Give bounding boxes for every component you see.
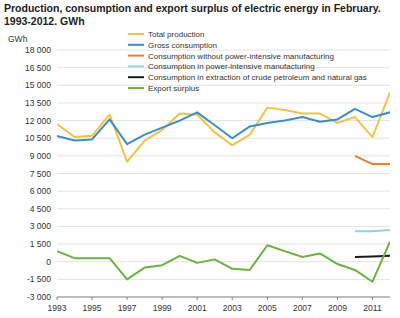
legend-label: Consumption in power-intensive manufactu… bbox=[148, 62, 315, 71]
x-tick bbox=[232, 297, 233, 300]
y-tick-label: 13 500 bbox=[25, 98, 51, 108]
grid-line bbox=[57, 208, 390, 209]
legend-label: Gross consumption bbox=[148, 41, 217, 50]
grid-line bbox=[57, 155, 390, 156]
grid-line bbox=[57, 173, 390, 174]
x-tick-label: 2009 bbox=[328, 303, 347, 313]
grid-line bbox=[57, 279, 390, 280]
x-tick bbox=[267, 297, 268, 300]
x-tick-label: 2001 bbox=[188, 303, 207, 313]
x-tick bbox=[302, 297, 303, 300]
y-axis-label: GWh bbox=[8, 34, 28, 44]
x-tick-label: 2005 bbox=[258, 303, 277, 313]
grid-line bbox=[57, 102, 390, 103]
series-line bbox=[57, 242, 390, 282]
grid-line bbox=[57, 226, 390, 227]
legend-swatch bbox=[128, 65, 144, 67]
legend-swatch bbox=[128, 87, 144, 89]
x-tick-label: 2007 bbox=[293, 303, 312, 313]
plot-area bbox=[57, 92, 390, 281]
title-line: Production, consumption and export surpl… bbox=[4, 2, 381, 14]
x-tick-label: 1993 bbox=[48, 303, 67, 313]
x-tick-label: 1997 bbox=[118, 303, 137, 313]
series-line bbox=[355, 230, 390, 231]
legend-swatch bbox=[128, 44, 144, 46]
x-tick bbox=[197, 297, 198, 300]
y-tick-label: 9 000 bbox=[30, 151, 52, 161]
y-tick-label: 0 bbox=[46, 257, 51, 267]
y-tick-label: 16 500 bbox=[25, 63, 51, 73]
x-tick-label: 1995 bbox=[83, 303, 102, 313]
legend-swatch bbox=[128, 76, 144, 78]
series-line bbox=[355, 156, 390, 164]
y-tick-label: -3 000 bbox=[27, 292, 51, 302]
grid-line bbox=[57, 50, 390, 51]
grid-line bbox=[57, 261, 390, 262]
title: Production, consumption and export surpl… bbox=[4, 2, 381, 27]
title-line: 1993-2012. GWh bbox=[4, 15, 85, 27]
y-tick-label: 6 000 bbox=[30, 186, 52, 196]
series-line bbox=[57, 92, 390, 161]
grid-line bbox=[57, 244, 390, 245]
legend-label: Consumption without power-intensive manu… bbox=[148, 52, 334, 61]
grid-line bbox=[57, 85, 390, 86]
legend-swatch bbox=[128, 55, 144, 57]
y-tick-label: -1 500 bbox=[27, 274, 51, 284]
chart: Production, consumption and export surpl… bbox=[0, 0, 400, 318]
y-tick-label: 3 000 bbox=[30, 221, 52, 231]
x-tick bbox=[57, 297, 58, 300]
x-tick-label: 2011 bbox=[363, 303, 382, 313]
x-tick-label: 1999 bbox=[153, 303, 172, 313]
grid-line bbox=[57, 297, 390, 298]
x-tick-label: 2003 bbox=[223, 303, 242, 313]
y-tick-label: 12 000 bbox=[25, 116, 51, 126]
series-line bbox=[57, 109, 390, 144]
x-tick bbox=[337, 297, 338, 300]
grid-line bbox=[57, 191, 390, 192]
legend-label: Total production bbox=[148, 30, 204, 39]
legend: Total production Gross consumption Consump… bbox=[128, 30, 367, 93]
legend-label: Export surplus bbox=[148, 84, 199, 93]
x-tick bbox=[372, 297, 373, 300]
y-tick-label: 15 000 bbox=[25, 80, 51, 90]
y-tick-label: 1 500 bbox=[30, 239, 52, 249]
x-axis-line bbox=[57, 297, 390, 298]
legend-swatch bbox=[128, 33, 144, 35]
y-tick-label: 18 000 bbox=[25, 45, 51, 55]
legend-label: Consumption in extraction of crude petro… bbox=[148, 73, 367, 82]
x-tick bbox=[162, 297, 163, 300]
y-tick-label: 7 500 bbox=[30, 169, 52, 179]
y-tick-label: 4 500 bbox=[30, 204, 52, 214]
x-tick bbox=[92, 297, 93, 300]
y-tick-label: 10 500 bbox=[25, 133, 51, 143]
x-tick bbox=[127, 297, 128, 300]
